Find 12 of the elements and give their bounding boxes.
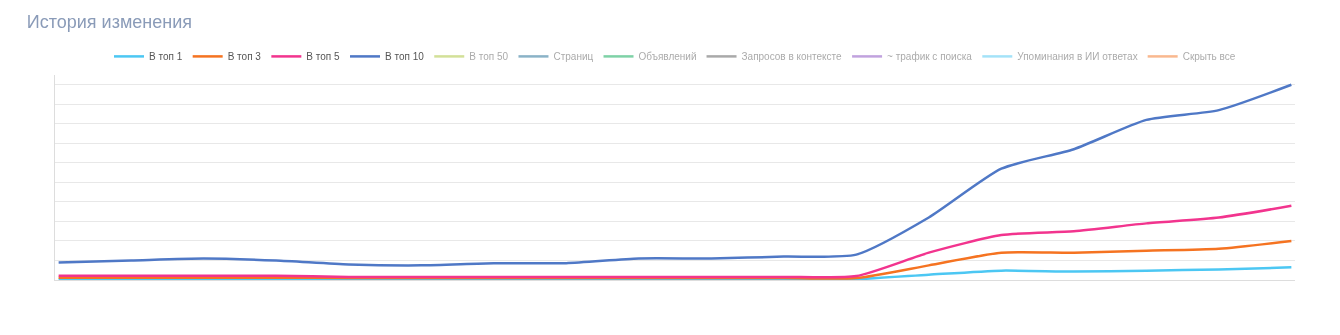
legend-label: В топ 5 bbox=[306, 51, 341, 63]
chart-title: История изменения bbox=[26, 11, 192, 32]
legend-label: Объявлений bbox=[638, 51, 697, 63]
legend-label: ~ трафик с поиска bbox=[887, 51, 973, 63]
legend-label: Страниц bbox=[553, 51, 594, 63]
legend-label: В топ 1 bbox=[149, 51, 183, 63]
legend-label: В топ 50 bbox=[469, 51, 509, 63]
legend-label: Скрыть все bbox=[1182, 51, 1236, 63]
legend-label: В топ 3 bbox=[227, 51, 262, 63]
legend-label: В топ 10 bbox=[385, 51, 425, 63]
legend-label: Запросов в контексте bbox=[741, 51, 843, 63]
legend-label: Упоминания в ИИ ответах bbox=[1017, 51, 1138, 63]
